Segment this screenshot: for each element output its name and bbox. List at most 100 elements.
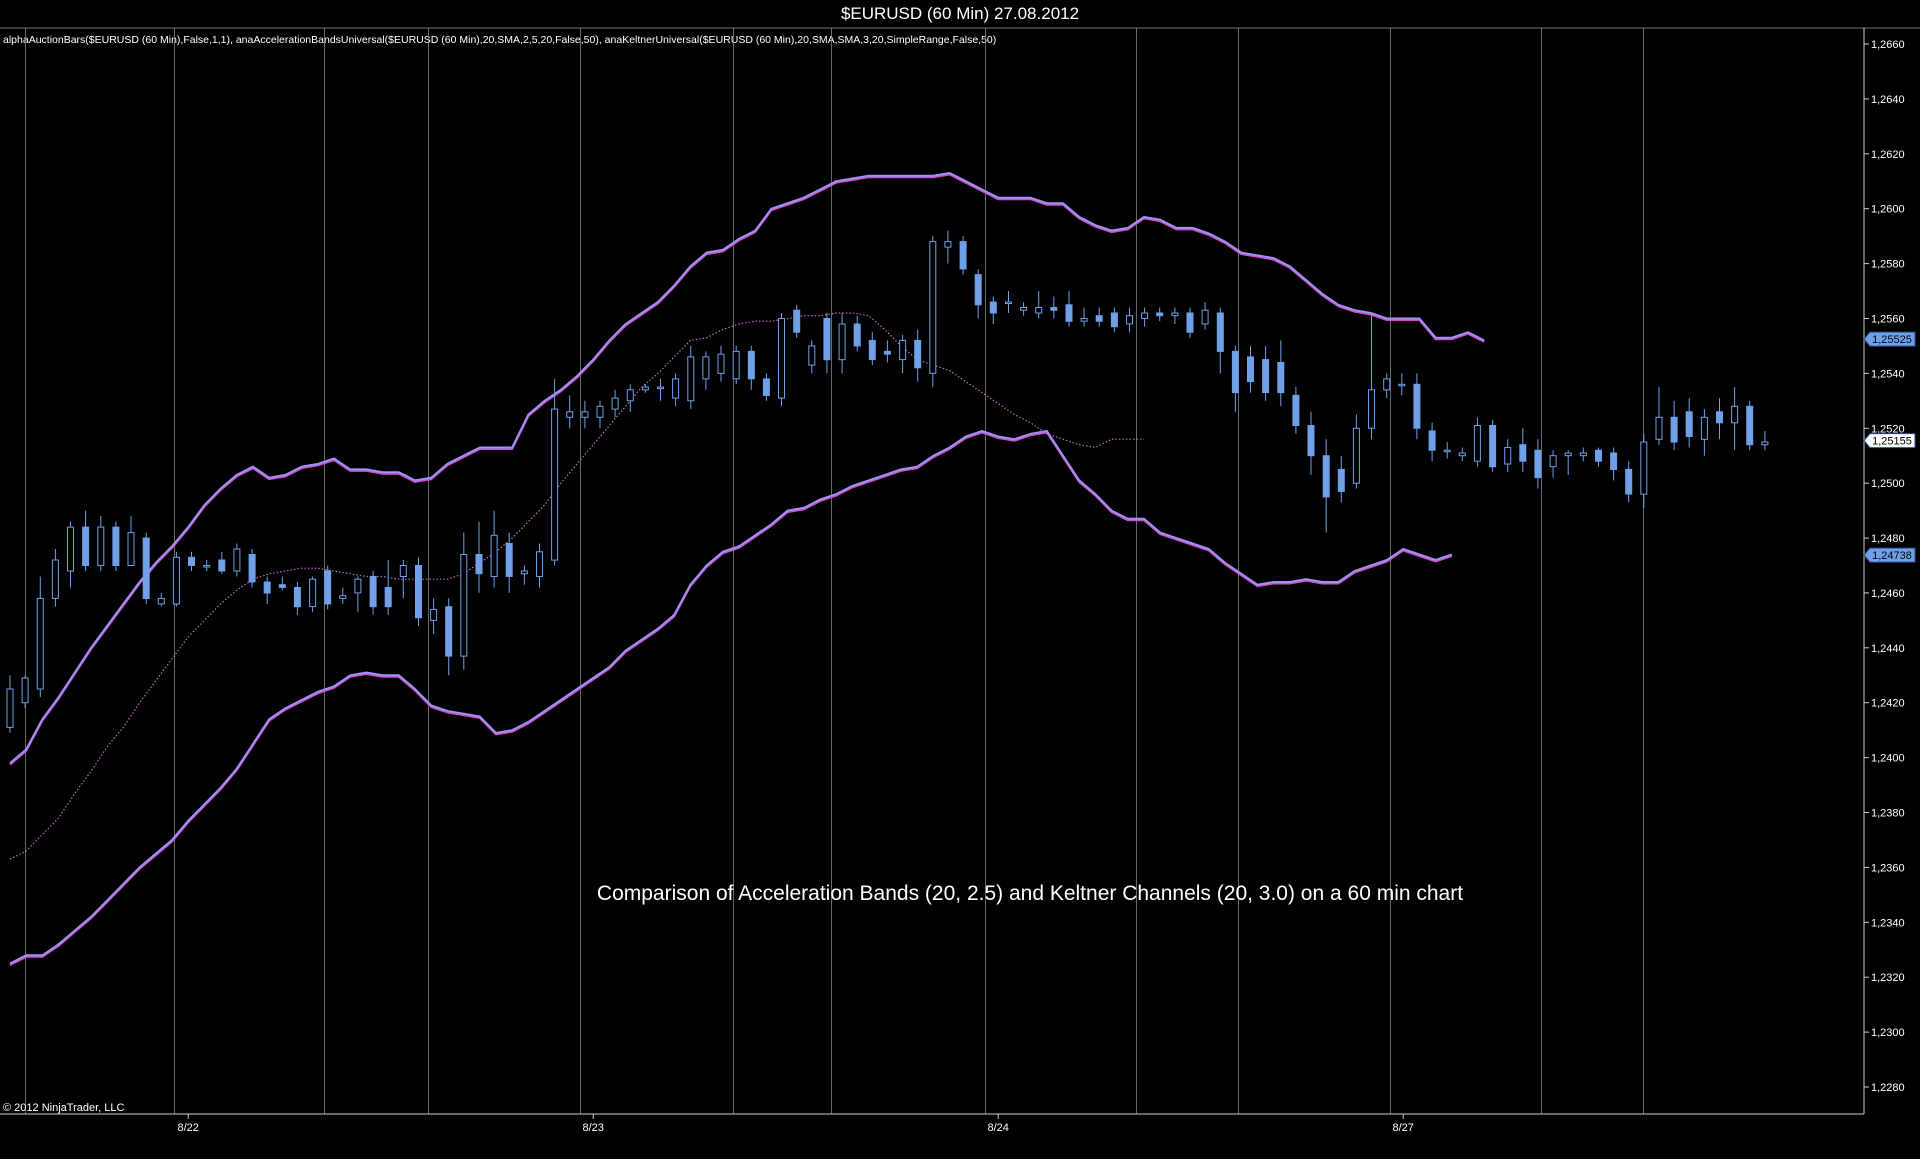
candle-body: [490, 534, 498, 577]
candle-body: [1716, 411, 1723, 424]
candle-body: [233, 548, 241, 572]
candle-body: [944, 241, 952, 248]
candle-body: [51, 559, 59, 599]
candle-body: [263, 581, 271, 594]
candle-body: [1383, 378, 1391, 391]
candle-body: [793, 309, 801, 333]
price-badge-shape: [1863, 331, 1916, 347]
price-badge: 1,24738: [1863, 547, 1916, 563]
candle-body: [324, 570, 332, 605]
y-tick-label: 1,2440: [1871, 643, 1905, 655]
x-axis: 8/22 8/23 8/24 8/27: [177, 1114, 1414, 1134]
candle-body: [1655, 416, 1663, 440]
x-tick-label: 8/22: [177, 1122, 198, 1134]
candle-body: [868, 339, 876, 361]
candle-body: [672, 378, 680, 399]
candle-body: [278, 584, 286, 588]
candle-body: [778, 318, 785, 399]
candle-body: [989, 301, 997, 314]
candle-body: [1428, 430, 1436, 451]
candle-body: [21, 677, 29, 704]
chart-annotation: Comparison of Acceleration Bands (20, 2.…: [597, 882, 1463, 905]
candle-body: [641, 386, 649, 391]
y-tick-label: 1,2520: [1871, 423, 1905, 435]
candle-body: [1035, 307, 1043, 314]
price-badge: 1,25525: [1863, 331, 1916, 347]
candle-body: [1398, 383, 1406, 387]
candle-body: [520, 570, 528, 575]
candle-body: [581, 411, 589, 418]
price-badge-shape: [1863, 433, 1916, 449]
candle-body: [1262, 359, 1270, 394]
chart-title: $EURUSD (60 Min) 27.08.2012: [841, 4, 1079, 23]
candle-body: [369, 576, 377, 608]
candle-body: [82, 526, 90, 566]
candle-body: [657, 386, 664, 390]
y-tick-label: 1,2320: [1871, 972, 1905, 984]
keltner-band-lower: [9, 429, 1453, 965]
candle-body: [6, 688, 14, 728]
candle-body: [808, 345, 816, 366]
candles: [6, 230, 1769, 733]
candle-body: [172, 556, 180, 605]
candle-body: [475, 554, 483, 575]
candle-body: [1473, 425, 1481, 462]
price-badge: 1,25155: [1863, 433, 1916, 449]
candle-body: [1292, 394, 1300, 426]
y-tick-label: 1,2600: [1871, 204, 1905, 216]
y-tick-label: 1,2640: [1871, 94, 1905, 106]
candle-body: [1595, 449, 1602, 462]
candle-body: [1307, 425, 1315, 457]
candle-body: [1700, 416, 1708, 440]
y-tick-label: 1,2280: [1871, 1082, 1905, 1094]
candle-body: [127, 532, 135, 566]
candle-body: [1110, 312, 1118, 328]
candle-body: [1141, 312, 1149, 319]
y-tick-label: 1,2400: [1871, 753, 1905, 765]
candle-body: [747, 350, 755, 380]
y-tick-label: 1,2420: [1871, 698, 1905, 710]
candle-body: [929, 241, 937, 374]
candle-body: [1504, 447, 1512, 465]
candle-body: [354, 578, 362, 594]
x-tick-label: 8/23: [582, 1122, 603, 1134]
candle-body: [384, 587, 392, 608]
candle-body: [626, 389, 634, 402]
candle-body: [203, 565, 211, 568]
candle-body: [218, 559, 226, 572]
y-tick-label: 1,2340: [1871, 917, 1905, 929]
candle-body: [248, 554, 256, 583]
keltner-band-upper: [9, 171, 1485, 764]
candle-body: [883, 350, 891, 355]
y-tick-label: 1,2560: [1871, 314, 1905, 326]
candle-body: [1458, 452, 1466, 457]
y-tick-label: 1,2360: [1871, 862, 1905, 874]
bands: [9, 171, 1485, 966]
y-axis: 1,2280 1,2300 1,2320 1,2340 1,2360 1,2380 1,24…: [1864, 39, 1905, 1094]
candle-body: [702, 356, 710, 380]
candle-body: [1670, 416, 1678, 443]
candle-body: [687, 356, 695, 402]
candle-body: [914, 339, 922, 369]
candle-body: [536, 551, 543, 577]
candle-body: [1761, 441, 1769, 446]
y-tick-label: 1,2300: [1871, 1027, 1905, 1039]
candle-body: [551, 408, 559, 561]
candle-body: [157, 597, 165, 605]
candle-body: [1610, 452, 1618, 470]
grid: [25, 28, 1644, 1114]
price-badge-label: 1,25525: [1872, 334, 1912, 346]
y-tick-label: 1,2580: [1871, 259, 1905, 271]
candle-body: [1489, 425, 1497, 468]
candle-body: [142, 537, 150, 599]
candle-body: [1549, 455, 1557, 468]
candle-body: [1201, 309, 1209, 325]
candle-body: [1625, 468, 1633, 495]
candle-body: [566, 411, 574, 418]
candle-body: [1277, 361, 1285, 394]
candle-body: [1050, 307, 1058, 311]
candle-body: [1080, 318, 1088, 322]
candle-body: [1413, 383, 1421, 429]
candle-body: [1534, 449, 1542, 479]
